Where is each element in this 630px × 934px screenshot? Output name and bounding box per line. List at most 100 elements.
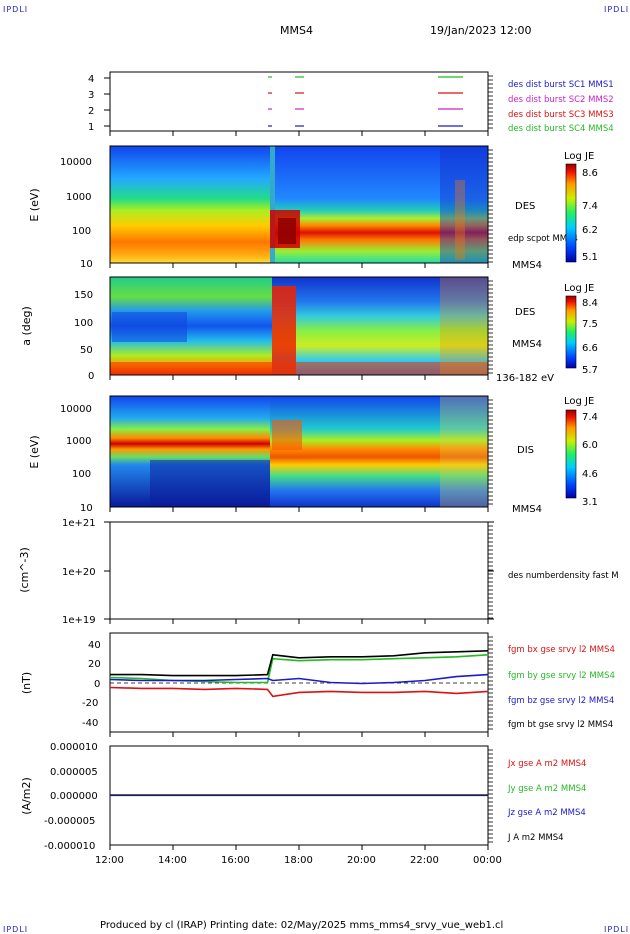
des-e-label-scpot: edp scpot MMS4 [508,234,578,244]
density-ytick-1e19: 1e+19 [62,615,96,626]
des-pitch-panel: 150 100 50 0 a (deg) DES MMS4 136-182 eV… [20,276,598,384]
des-p-label-energy: 136-182 eV [496,373,554,384]
burst-legend-mms3: des dist burst SC3 MMS3 [508,110,614,120]
des-e-label-mms4: MMS4 [512,260,542,271]
des-p-ytick-100: 100 [74,318,93,329]
dis-e-colorbar [565,409,577,499]
des-e-ytick-100: 100 [72,226,91,237]
des-p-ytick-50: 50 [80,345,93,356]
bfield-line-bt [110,650,489,677]
des-energy-spectrogram-before [110,146,270,263]
des-p-label-des: DES [515,307,535,318]
des-p-cbar-tick-2: 7.5 [582,319,598,330]
dis-e-ytick-1000: 1000 [66,436,91,447]
time-axis: 12:00 14:00 16:00 18:00 20:00 22:00 00:0… [95,855,502,866]
burst-ytick-4: 4 [88,74,94,85]
plot-datetime: 19/Jan/2023 12:00 [430,24,532,37]
time-label-1800: 18:00 [284,855,313,866]
bfield-panel: 40 20 0 -20 -40 (nT) fgm bx gse srvy l2 … [20,632,615,733]
des-pitch-spectrogram-after [272,277,488,375]
bfield-ytick-m40: -40 [82,718,98,729]
time-label-2200: 22:00 [410,855,439,866]
time-label-1200: 12:00 [95,855,124,866]
des-p-ytick-150: 150 [74,290,93,301]
des-energy-panel: 10000 1000 100 10 E (eV) DES edp scpot M… [28,145,598,271]
current-legend-jy: Jy gse A m2 MMS4 [507,784,586,794]
burst-panel: 4 3 2 1 des dist burst SC1 MMS1 des dist… [88,71,614,134]
des-p-ytick-0: 0 [88,371,94,382]
des-p-cbar-tick-1: 8.4 [582,298,598,309]
current-ytick-5: -0.000010 [44,841,95,852]
des-e-cbar-tick-4: 5.1 [582,252,598,263]
bfield-line-bz [109,673,489,685]
des-e-ylabel: E (eV) [28,188,41,221]
density-ytick-1e21: 1e+21 [62,518,96,529]
burst-ytick-2: 2 [88,106,94,117]
des-p-cbar-tick-3: 6.6 [582,343,598,354]
current-legend-jx: Jx gse A m2 MMS4 [507,759,586,769]
density-ylabel: (cm^-3) [18,547,31,593]
bfield-legend-by: fgm by gse srvy l2 MMS4 [508,671,615,681]
footer-credits: Produced by cl (IRAP) Printing date: 02/… [100,920,503,931]
dis-e-label-mms4: MMS4 [512,504,542,515]
dis-e-cbar-tick-2: 6.0 [582,440,598,451]
dis-e-label-dis: DIS [517,445,534,456]
burst-legend-mms1: des dist burst SC1 MMS1 [508,80,614,90]
bfield-ytick-40: 40 [88,640,101,651]
bfield-ytick-0: 0 [94,679,100,690]
burst-legend-mms2: des dist burst SC2 MMS2 [508,95,614,105]
burst-segments [268,76,463,127]
corner-label-bottom-right: IPDLI [604,925,629,934]
mission-title: MMS4 [280,24,313,37]
current-ytick-2: 0.000005 [50,767,98,778]
bfield-ylabel: (nT) [20,672,33,694]
bfield-legend-bz: fgm bz gse srvy l2 MMS4 [508,696,614,706]
dis-e-ytick-10: 10 [80,503,93,514]
time-axis-ticks [109,131,489,850]
des-e-ytick-1000: 1000 [66,192,91,203]
density-ytick-1e20: 1e+20 [62,567,96,578]
des-e-colorbar-title: Log JE [564,151,594,162]
des-e-colorbar [565,163,577,263]
right-axis-ticks [488,75,493,843]
des-p-colorbar-title: Log JE [564,283,594,294]
des-e-cbar-tick-1: 8.6 [582,168,598,179]
des-energy-spectrogram-after [275,146,488,263]
burst-ytick-1: 1 [88,122,94,133]
des-e-ytick-10000: 10000 [60,157,92,168]
current-legend-j: J A m2 MMS4 [507,833,564,843]
corner-label-top-right: IPDLI [604,5,629,14]
corner-label-bottom-left: IPDLI [3,925,28,934]
dis-e-ylabel: E (eV) [28,435,41,468]
current-ytick-1: 0.000010 [50,742,98,753]
dis-e-colorbar-title: Log JE [564,396,594,407]
des-e-label-des: DES [515,201,535,212]
bfield-ytick-20: 20 [88,659,101,670]
bfield-line-bx [109,686,489,698]
current-ytick-4: -0.000005 [44,816,95,827]
density-label: des numberdensity fast M [508,571,619,581]
des-p-colorbar [565,295,577,369]
bfield-ytick-m20: -20 [82,698,98,709]
bfield-legend-bx: fgm bx gse srvy l2 MMS4 [508,645,615,655]
burst-legend-mms4: des dist burst SC4 MMS4 [508,124,614,134]
time-label-1600: 16:00 [221,855,250,866]
dis-e-cbar-tick-4: 3.1 [582,497,598,508]
bfield-legend-bt: fgm bt gse srvy l2 MMS4 [508,720,613,730]
time-label-1400: 14:00 [158,855,187,866]
dis-e-ytick-100: 100 [72,469,91,480]
des-p-cbar-tick-4: 5.7 [582,365,598,376]
corner-label-top-left: IPDLI [3,5,28,14]
time-label-2000: 20:00 [347,855,376,866]
burst-ytick-3: 3 [88,90,94,101]
dis-energy-panel: 10000 1000 100 10 E (eV) DIS MMS4 Log JE… [28,395,598,515]
des-e-ytick-10: 10 [80,259,93,270]
current-ytick-3: 0.000000 [50,791,98,802]
dis-e-ytick-10000: 10000 [60,404,92,415]
bfield-series [109,650,489,698]
current-legend-jz: Jz gse A m2 MMS4 [507,808,586,818]
dis-e-cbar-tick-1: 7.4 [582,412,598,423]
time-label-0000: 00:00 [473,855,502,866]
des-e-cbar-tick-2: 7.4 [582,201,598,212]
